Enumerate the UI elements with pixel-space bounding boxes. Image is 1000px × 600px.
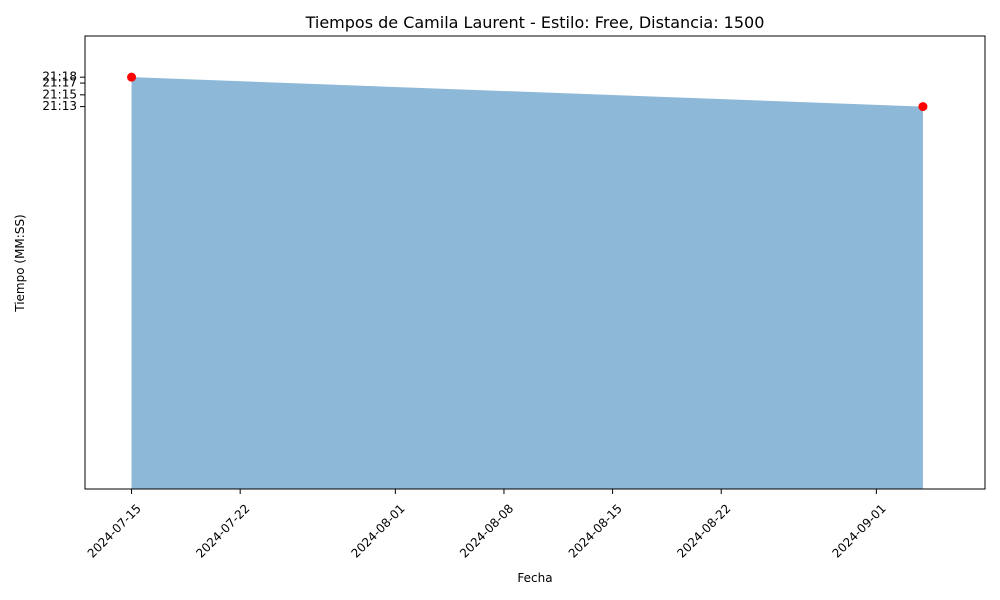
x-tick-label: 2024-07-15 — [85, 501, 144, 560]
x-tick-label: 2024-08-08 — [457, 501, 516, 560]
y-tick-label: 21:13 — [42, 99, 77, 113]
x-tick-label: 2024-08-15 — [566, 501, 625, 560]
x-tick-label: 2024-07-22 — [193, 501, 252, 560]
y-axis-label: Tiempo (MM:SS) — [13, 214, 27, 313]
y-tick-label: 21:18 — [42, 70, 77, 84]
data-point — [918, 102, 928, 112]
y-tick-label: 21:17 — [42, 76, 77, 90]
x-tick-label: 2024-09-01 — [830, 501, 889, 560]
x-tick-label: 2024-08-22 — [674, 501, 733, 560]
area-fill — [131, 77, 923, 490]
plot-frame — [84, 35, 986, 490]
data-point — [127, 72, 137, 82]
x-tick-label: 2024-08-01 — [348, 501, 407, 560]
x-axis-label: Fecha — [517, 571, 552, 585]
y-tick-label: 21:15 — [42, 87, 77, 101]
chart-title: Tiempos de Camila Laurent - Estilo: Free… — [305, 13, 765, 32]
